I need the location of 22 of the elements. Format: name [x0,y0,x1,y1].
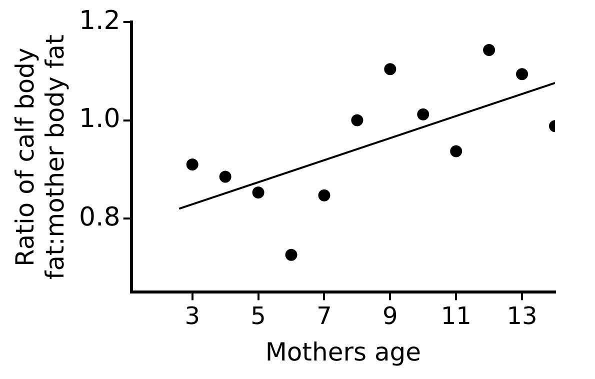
point [285,248,298,261]
point [351,114,364,126]
y-tick-label: 1.2 [78,6,120,36]
point [450,145,462,158]
x-tick-label: 3 [184,302,200,330]
x-tick-label: 9 [382,302,398,330]
y-tick-label: 1.0 [78,104,120,134]
point [252,186,264,198]
point [417,108,430,120]
point [186,158,198,170]
point [318,189,330,202]
x-tick-label: 13 [506,302,538,330]
point [219,170,232,183]
y-tick-label: 0.8 [78,202,120,232]
point [483,44,496,56]
point [384,63,396,76]
point [516,68,528,80]
x-tick-label: 7 [316,302,332,330]
x-tick-label: 11 [440,302,472,330]
x-axis-title: Mothers age [265,338,422,366]
y-axis-title: Ratio of calf body fat:mother body fat [10,34,70,280]
x-tick-label: 5 [250,302,266,330]
